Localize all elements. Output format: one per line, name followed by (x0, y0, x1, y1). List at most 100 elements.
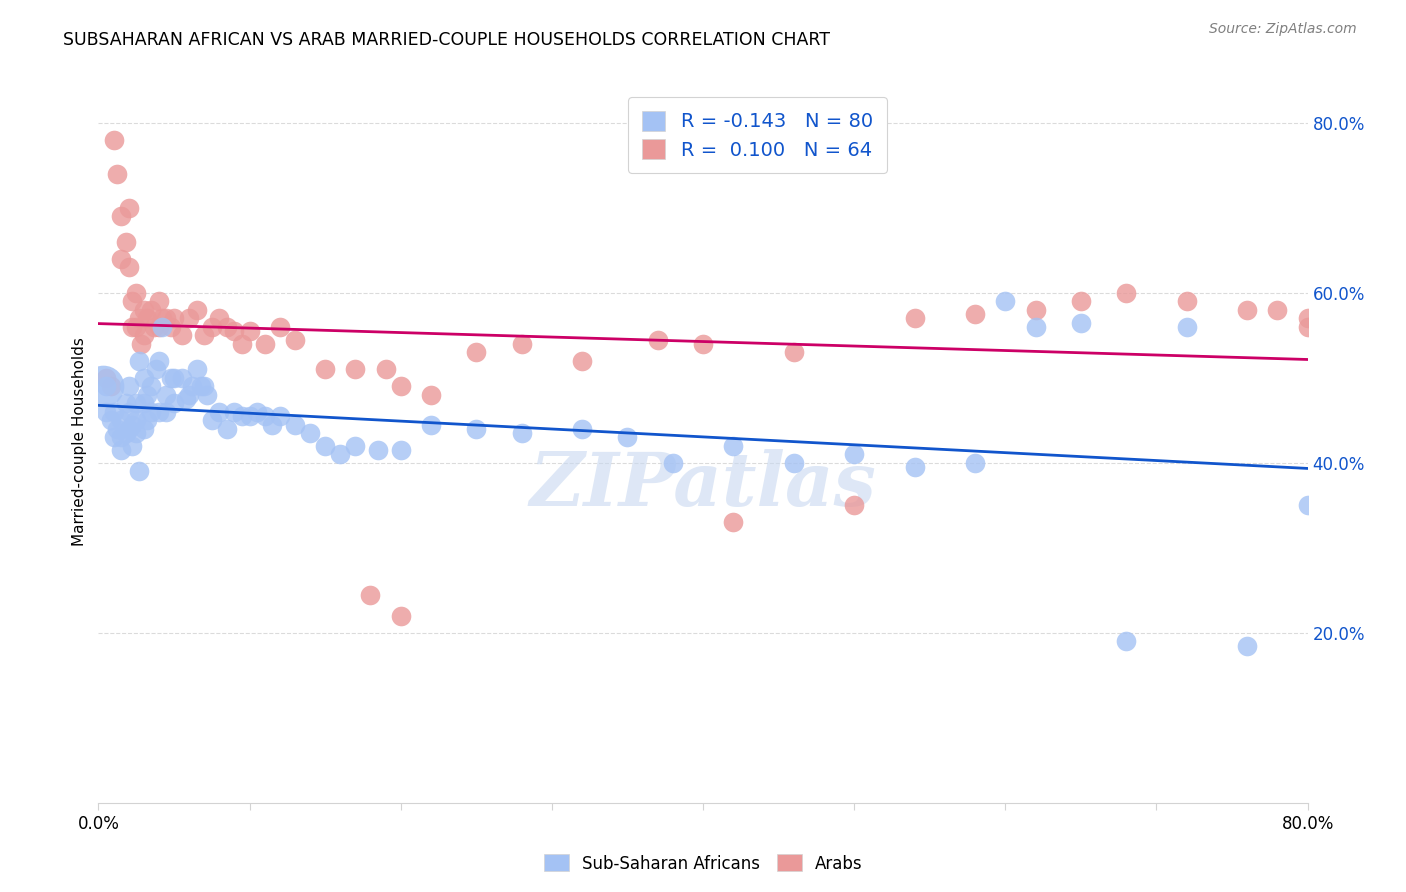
Point (135, 388, 157, 402)
Point (253, 336, 276, 351)
Point (105, 167, 128, 181)
Point (148, 319, 170, 334)
Point (110, 413, 132, 427)
Point (360, 588, 382, 602)
Point (201, 319, 224, 334)
Point (329, 447, 352, 461)
Point (132, 302, 155, 317)
Point (389, 608, 412, 623)
Point (1296, 311, 1319, 326)
Point (110, 443, 132, 458)
Text: ZIPatlas: ZIPatlas (530, 449, 876, 521)
Point (110, 209, 132, 223)
Point (179, 311, 201, 326)
Point (314, 362, 336, 376)
Point (1115, 285, 1137, 300)
Point (114, 425, 136, 440)
Point (118, 201, 141, 215)
Point (344, 362, 367, 376)
Point (103, 133, 125, 147)
Point (155, 405, 177, 419)
Point (510, 425, 533, 440)
Point (1175, 319, 1198, 334)
Point (367, 443, 389, 458)
Point (190, 379, 212, 393)
Point (262, 417, 284, 432)
Point (389, 443, 412, 458)
Point (420, 388, 443, 402)
Point (269, 319, 291, 334)
Point (118, 422, 141, 436)
Point (114, 396, 136, 410)
Point (150, 311, 173, 326)
Point (103, 430, 125, 444)
Point (121, 319, 143, 334)
Point (239, 409, 262, 423)
Point (1236, 302, 1258, 317)
Point (141, 405, 163, 419)
Point (1024, 302, 1046, 317)
Point (148, 405, 170, 419)
Point (135, 311, 157, 326)
Point (783, 345, 806, 359)
Point (314, 439, 336, 453)
Point (224, 405, 246, 419)
Point (94, 405, 117, 419)
Point (155, 311, 177, 326)
Point (284, 333, 307, 347)
Point (121, 294, 143, 309)
Point (374, 362, 396, 376)
Point (844, 498, 866, 512)
Point (344, 439, 367, 453)
Point (121, 439, 143, 453)
Point (1296, 498, 1319, 512)
Point (186, 302, 208, 317)
Point (420, 417, 443, 432)
Point (284, 417, 307, 432)
Point (155, 388, 177, 402)
Point (389, 379, 412, 393)
Point (141, 302, 163, 317)
Point (100, 379, 122, 393)
Legend: R = -0.143   N = 80, R =  0.100   N = 64: R = -0.143 N = 80, R = 0.100 N = 64 (628, 97, 887, 173)
Point (783, 456, 806, 470)
Point (170, 371, 193, 385)
Point (201, 413, 224, 427)
Point (94, 379, 117, 393)
Point (125, 396, 148, 410)
Point (163, 311, 186, 326)
Point (1175, 294, 1198, 309)
Point (118, 405, 141, 419)
Point (965, 307, 987, 321)
Point (160, 319, 183, 334)
Point (132, 328, 155, 343)
Point (269, 409, 291, 423)
Point (208, 311, 231, 326)
Point (1024, 319, 1046, 334)
Point (150, 319, 173, 334)
Point (145, 362, 167, 376)
Point (195, 388, 218, 402)
Point (723, 516, 745, 530)
Point (965, 456, 987, 470)
Point (1115, 634, 1137, 648)
Point (110, 252, 132, 266)
Point (100, 413, 122, 427)
Point (179, 388, 201, 402)
Point (465, 345, 488, 359)
Point (231, 336, 253, 351)
Point (163, 371, 186, 385)
Point (163, 396, 186, 410)
Point (647, 333, 669, 347)
Point (186, 362, 208, 376)
Point (148, 294, 170, 309)
Point (239, 324, 262, 338)
Point (208, 405, 231, 419)
Point (571, 422, 593, 436)
Point (994, 294, 1017, 309)
Point (215, 319, 238, 334)
Point (105, 422, 128, 436)
Point (118, 379, 141, 393)
Point (94, 371, 117, 385)
Point (135, 413, 157, 427)
